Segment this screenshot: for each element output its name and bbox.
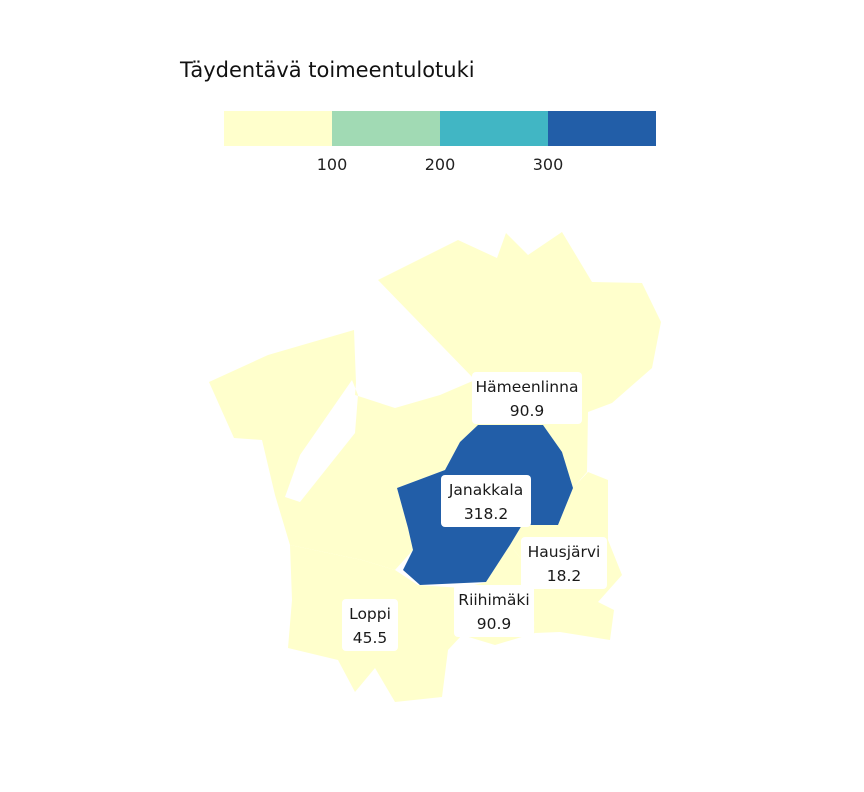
label-janakkala: Janakkala 318.2 [441,475,531,527]
region-hameenlinna[interactable] [209,232,661,570]
label-name: Janakkala [448,481,523,499]
label-riihimaki: Riihimäki 90.9 [454,585,534,637]
legend: Täydentävä toimeentulotuki 100 200 300 [179,58,656,174]
label-box [472,372,582,424]
region-labels: Hämeenlinna 90.9 Janakkala 318.2 Hausjär… [342,372,607,651]
label-name: Riihimäki [458,591,529,609]
label-value: 318.2 [464,505,508,523]
label-box [441,475,531,527]
label-box [342,599,398,651]
legend-tick-100: 100 [317,155,348,174]
label-value: 18.2 [547,567,582,585]
legend-bin-3 [548,111,656,146]
legend-tick-200: 200 [425,155,456,174]
label-box [454,585,534,637]
legend-bin-1 [332,111,440,146]
legend-tick-300: 300 [533,155,564,174]
label-name: Hämeenlinna [476,378,579,396]
label-value: 90.9 [477,615,512,633]
label-hameenlinna: Hämeenlinna 90.9 [472,372,582,424]
legend-bin-2 [440,111,548,146]
map [209,232,661,702]
label-value: 45.5 [353,629,388,647]
label-box [521,537,607,589]
label-hausjarvi: Hausjärvi 18.2 [521,537,607,589]
label-name: Hausjärvi [528,543,601,561]
legend-bin-0 [224,111,332,146]
label-loppi: Loppi 45.5 [342,599,398,651]
label-name: Loppi [349,605,391,623]
label-value: 90.9 [510,402,545,420]
legend-title: Täydentävä toimeentulotuki [179,58,475,82]
